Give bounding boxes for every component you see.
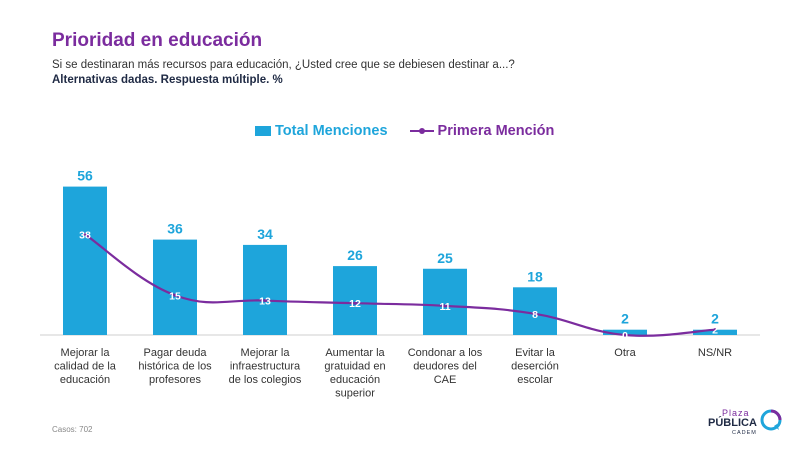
category-label-line: superior — [335, 388, 375, 400]
speech-bubble-icon — [760, 409, 782, 431]
bar-value-label: 18 — [527, 268, 543, 284]
bar-value-label: 25 — [437, 250, 453, 266]
line-value-label: 8 — [532, 309, 538, 321]
category-label-line: educación — [330, 374, 380, 386]
bar — [423, 268, 467, 335]
bar — [603, 329, 647, 335]
category-label-line: deudores del — [413, 361, 477, 373]
category-label-line: de los colegios — [229, 374, 302, 386]
bar-value-label: 36 — [167, 221, 183, 237]
line-value-label: 13 — [259, 296, 271, 308]
line-point — [83, 232, 87, 236]
category-label-line: Aumentar la — [325, 347, 385, 359]
logo-text-publica: PÚBLICA — [708, 417, 757, 429]
chart-note: Alternativas dadas. Respuesta múltiple. … — [52, 74, 283, 86]
bar-value-label: 56 — [77, 168, 93, 184]
category-label-line: profesores — [149, 374, 201, 386]
bar — [333, 266, 377, 335]
category-label-line: escolar — [517, 374, 553, 386]
logo-text-plaza: Plaza — [722, 408, 750, 418]
category-label-line: educación — [60, 374, 110, 386]
line-value-label: 15 — [169, 290, 181, 302]
chart-legend: Total Menciones Primera Mención — [255, 122, 554, 140]
category-label-line: Pagar deuda — [144, 347, 208, 359]
category-label: Evitar la deserción escolar — [511, 347, 559, 386]
line-point — [173, 293, 177, 297]
line-point — [263, 298, 267, 303]
legend-label-first: Primera Mención — [437, 123, 555, 139]
bar-value-label: 26 — [347, 247, 363, 263]
category-label: Mejorar la calidad de la educación — [54, 347, 117, 386]
sample-size-note: Casos: 702 — [52, 425, 93, 434]
category-label-line: Mejorar la — [241, 347, 291, 359]
legend-label-total: Total Menciones — [275, 123, 388, 139]
series-line-primera-mencion — [84, 233, 716, 337]
line-value-label: 11 — [439, 301, 450, 313]
chart-title: Prioridad en educación — [52, 30, 263, 51]
plaza-publica-logo: Plaza PÚBLICA CADEM — [706, 408, 786, 438]
category-label: NS/NR — [698, 347, 732, 359]
category-label: Condonar a los deudores del CAE — [408, 347, 483, 386]
category-label: Aumentar la gratuidad en educación superior — [324, 347, 385, 400]
category-label-line: CAE — [434, 374, 457, 386]
chart-question: Si se destinaran más recursos para educa… — [52, 59, 515, 71]
bar — [693, 329, 737, 335]
legend-line-swatch — [409, 125, 434, 137]
line-point — [533, 312, 537, 316]
category-label-line: Condonar a los — [408, 347, 483, 359]
bar — [153, 239, 197, 335]
category-label: Mejorar la infraestructura de los colegios — [229, 347, 302, 386]
category-label: Pagar deuda histórica de los profesores — [138, 347, 212, 386]
category-label-line: gratuidad en — [324, 361, 385, 373]
bar-value-label: 34 — [257, 226, 273, 242]
line-point — [713, 328, 717, 332]
line-value-label: 0 — [622, 330, 628, 342]
bar-value-label: 2 — [621, 311, 629, 327]
category-label-line: calidad de la — [54, 361, 117, 373]
line-point — [353, 301, 357, 305]
line-value-label: 38 — [79, 229, 91, 241]
line-value-label: 2 — [712, 325, 718, 337]
legend-bar-swatch — [255, 126, 271, 136]
logo-text-cadem: CADEM — [732, 430, 757, 436]
line-point — [623, 333, 627, 337]
legend-item-total: Total Menciones — [255, 123, 388, 139]
bar — [243, 244, 287, 335]
category-label-line: deserción — [511, 361, 559, 373]
legend-item-first: Primera Mención — [409, 123, 555, 139]
line-value-label: 12 — [349, 298, 361, 310]
line-point — [443, 304, 447, 308]
bar — [63, 186, 107, 335]
category-label-line: NS/NR — [698, 347, 732, 359]
category-label: Otra — [614, 347, 636, 359]
category-label-line: histórica de los — [138, 361, 212, 373]
category-label-line: Mejorar la — [61, 347, 111, 359]
category-label-line: Evitar la — [515, 347, 556, 359]
bar-value-label: 2 — [711, 311, 719, 327]
category-label-line: infraestructura — [230, 361, 301, 373]
category-label-line: Otra — [614, 347, 636, 359]
